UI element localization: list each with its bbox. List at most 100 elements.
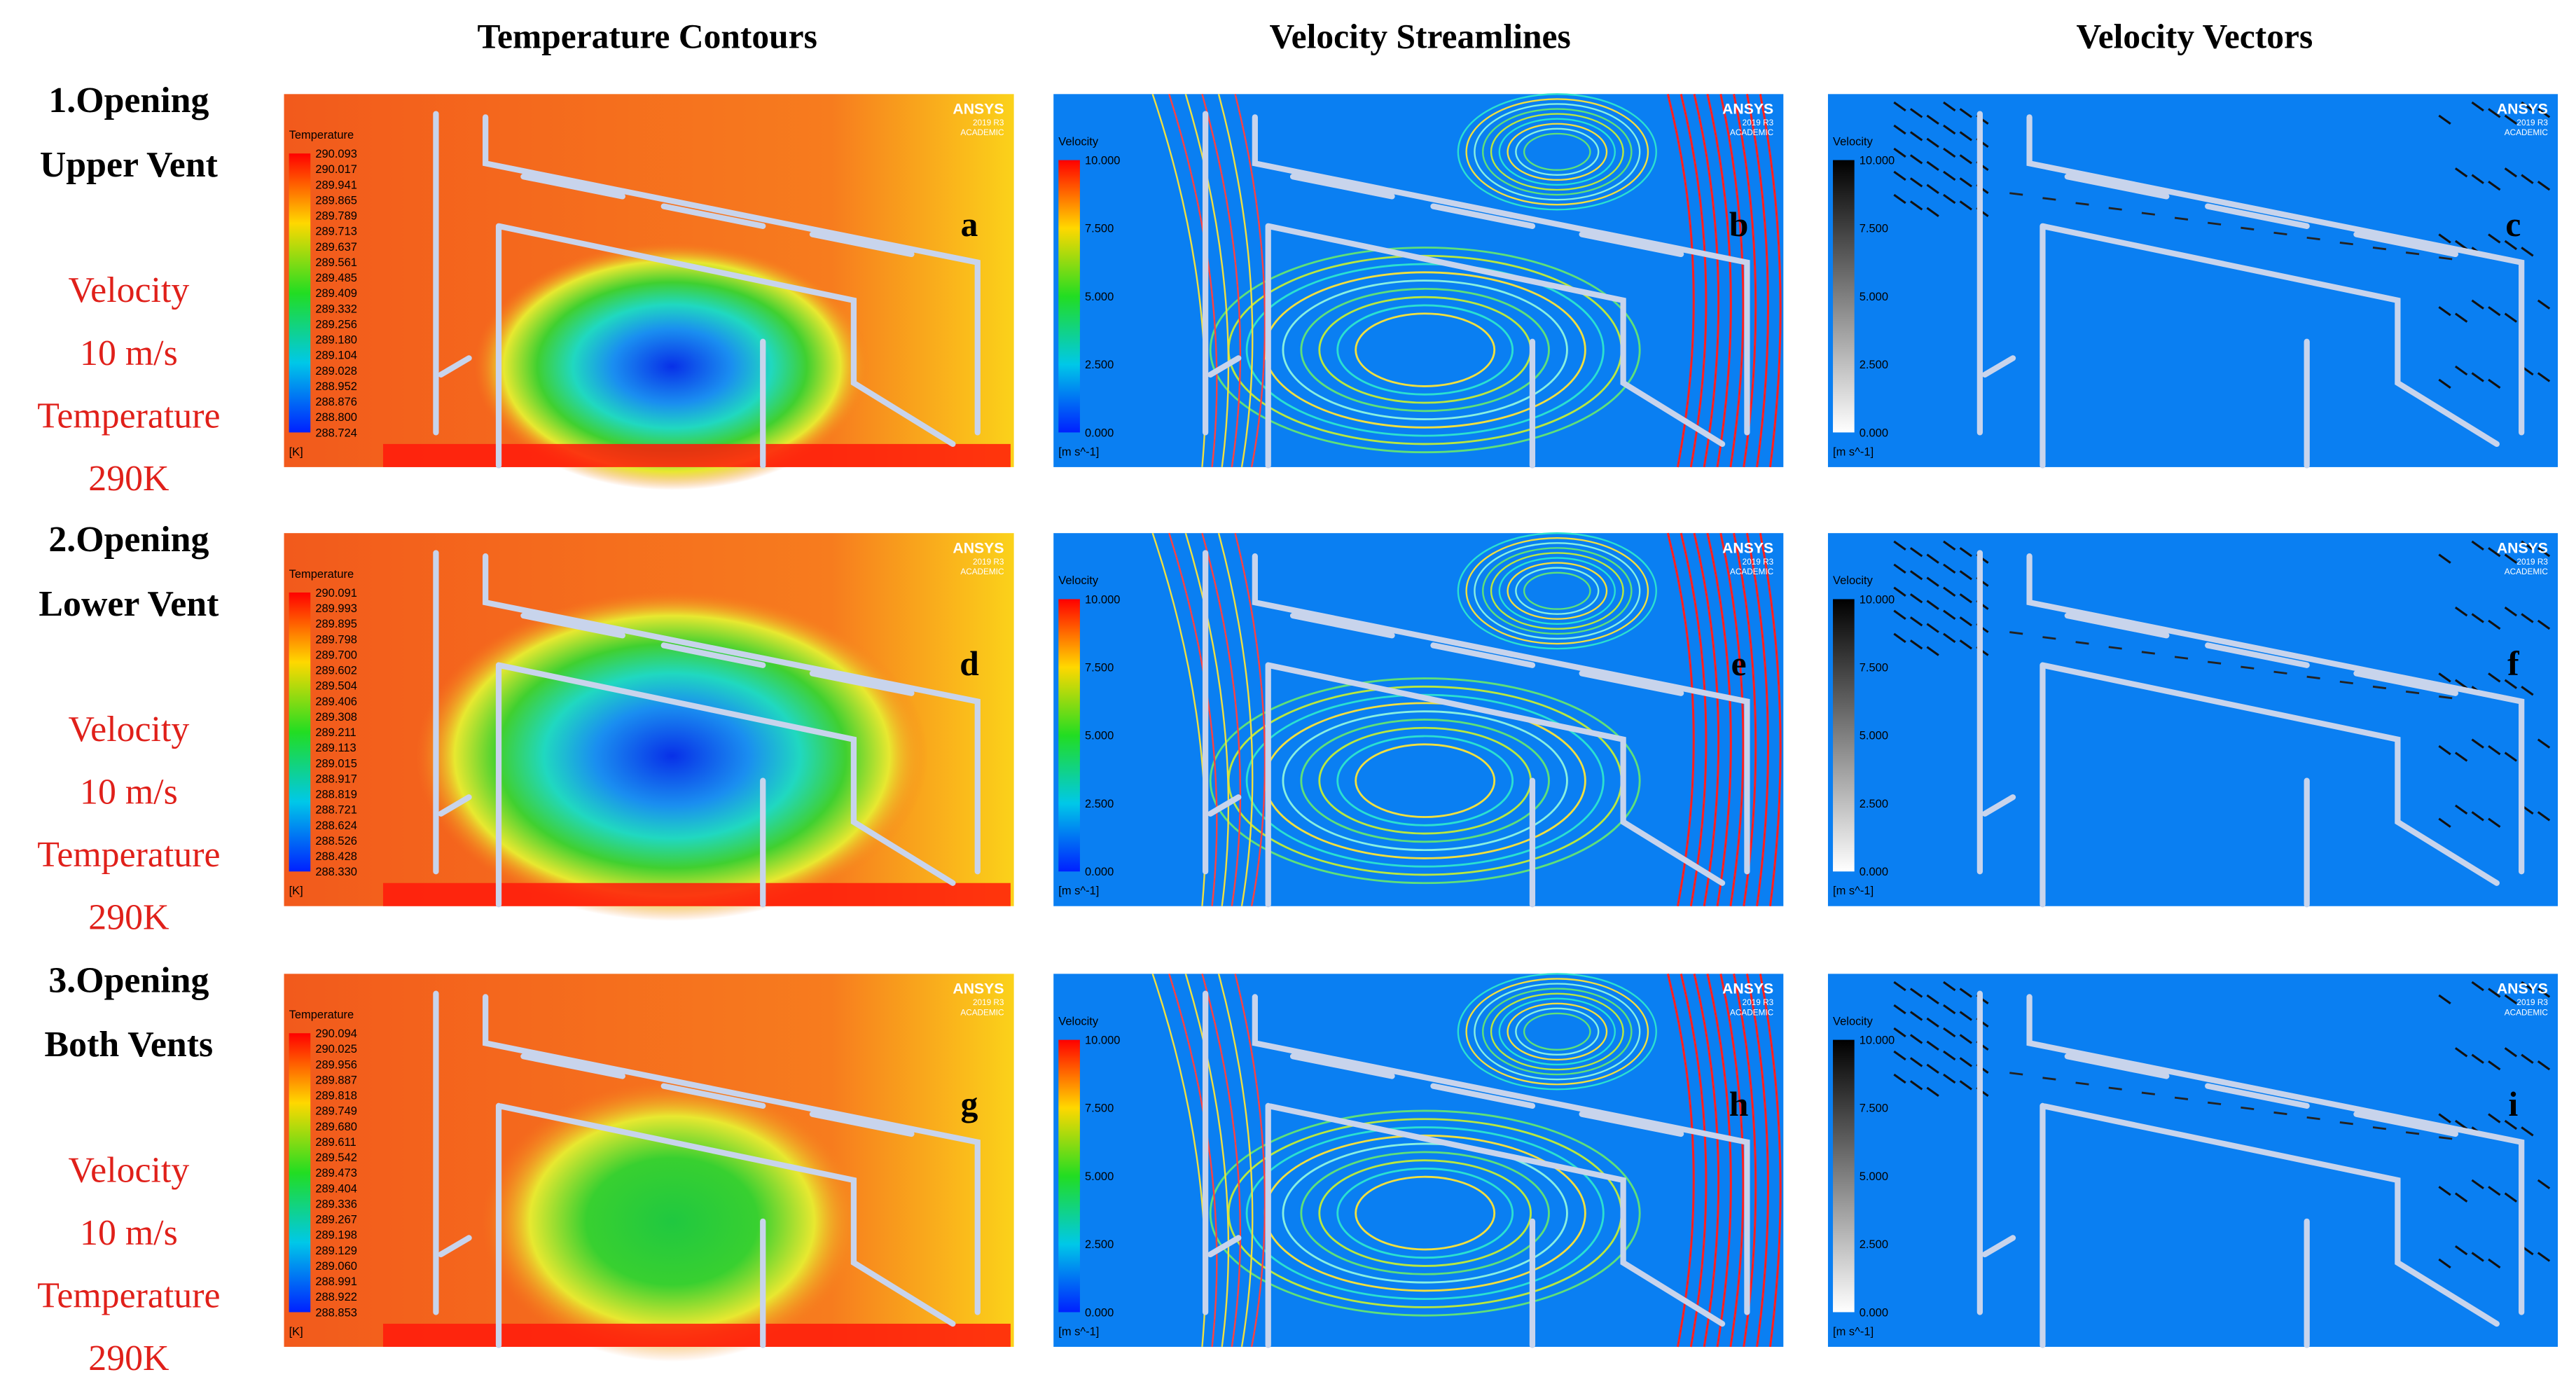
vector-arrow [2504, 167, 2518, 178]
legend-tick: 289.680 [315, 1121, 357, 1133]
vector-arrow [2504, 114, 2518, 125]
building-outline [433, 550, 981, 908]
legend-tick: 10.000 [1085, 154, 1120, 167]
legend-colorbar [1058, 599, 1080, 872]
legend-tick: 288.952 [315, 380, 357, 393]
vector-arrow [1893, 101, 1906, 112]
vector-arrow [1943, 1073, 1956, 1084]
vector-arrow [2454, 752, 2468, 762]
streamline [1465, 98, 1649, 206]
legend-tick: 289.336 [315, 1198, 357, 1210]
building-outline [1976, 111, 2525, 469]
vector-arrow [2488, 745, 2501, 756]
vector-arrow [1943, 193, 1956, 205]
brand-edition: ACADEMIC [960, 128, 1004, 137]
vector-arrow [2174, 216, 2189, 221]
streamline [1719, 974, 1745, 1348]
vector-arrow [1926, 160, 1939, 171]
streamline [1680, 974, 1708, 1348]
vector-arrow [2306, 675, 2320, 679]
vector-arrow [2488, 1113, 2501, 1123]
vector-arrow [1926, 576, 1939, 587]
vector-arrow [2339, 242, 2353, 246]
brand-edition: ACADEMIC [960, 1008, 1004, 1017]
streamline [1245, 1126, 1605, 1301]
legend-tick: 288.800 [315, 411, 357, 424]
streamline [1209, 677, 1641, 885]
streamline [1666, 532, 1695, 907]
streamline [1759, 532, 1782, 906]
vector-arrow [2108, 1086, 2122, 1091]
vector-arrow [2537, 372, 2551, 382]
vector-arrow [1893, 563, 1906, 574]
legend-tick: 2.500 [1085, 1238, 1114, 1251]
vector-arrow [2521, 174, 2534, 184]
legend-tick: 10.000 [1860, 154, 1895, 167]
vector-arrow [2488, 306, 2501, 317]
vector-arrow [2471, 101, 2484, 112]
streamline [1355, 312, 1496, 387]
vector-arrow [2488, 233, 2501, 244]
legend-tick: 288.853 [315, 1306, 357, 1319]
vector-arrow [2504, 1192, 2518, 1203]
legend-tick: 0.000 [1085, 866, 1114, 878]
legend-title: Velocity [1833, 1015, 1874, 1027]
vector-arrow [2488, 547, 2501, 558]
vector-arrow [1943, 147, 1956, 158]
vector-arrow [2488, 672, 2501, 683]
vector-arrow [2504, 994, 2518, 1005]
brand-version: 2019 R3 [2516, 118, 2548, 127]
vector-arrow [2042, 197, 2056, 201]
brand-name: ANSYS [953, 102, 1004, 118]
row-label: 1.Opening [48, 81, 209, 120]
streamline [1217, 94, 1254, 468]
legend-tick: 289.700 [315, 649, 357, 661]
building-outline [433, 111, 981, 469]
streamline [1300, 1151, 1550, 1275]
vector-arrow [2537, 1179, 2551, 1189]
legend-tick: 289.256 [315, 318, 357, 331]
streamline [1680, 532, 1708, 907]
legend-title: Velocity [1058, 574, 1099, 587]
brand-name: ANSYS [2497, 102, 2548, 118]
streamline [1474, 983, 1641, 1081]
brand-version: 2019 R3 [1743, 558, 1774, 567]
vector-arrow [1959, 1057, 1972, 1067]
legend-tick: 288.922 [315, 1291, 357, 1303]
streamline [1490, 552, 1624, 630]
legend-tick: 0.000 [1085, 427, 1114, 439]
legend-tick: 289.887 [315, 1074, 357, 1086]
legend-tick: 288.876 [315, 396, 357, 408]
vector-arrow [1959, 177, 1972, 188]
row-label: 290K [88, 459, 169, 499]
brand-name: ANSYS [1722, 981, 1773, 997]
vector-arrow [1943, 540, 1956, 551]
legend-tick: 10.000 [1860, 1034, 1895, 1047]
vector-arrow [2438, 378, 2451, 389]
streamline [1666, 973, 1695, 1348]
row-label: Temperature [37, 835, 220, 875]
brand-version: 2019 R3 [2516, 558, 2548, 567]
row-label: 290K [88, 1338, 169, 1378]
brand-version: 2019 R3 [973, 998, 1004, 1007]
vector-arrow [1893, 1004, 1906, 1015]
vector-arrow [2306, 236, 2320, 241]
legend-tick: 289.404 [315, 1182, 357, 1195]
streamline [1465, 537, 1649, 645]
legend-tick: 289.409 [315, 287, 357, 300]
streamline [1300, 287, 1550, 413]
legend-tick: 7.500 [1085, 662, 1114, 674]
legend-unit: [m s^-1] [1058, 445, 1099, 458]
legend-tick: 7.500 [1860, 1102, 1888, 1115]
vector-arrow [2009, 1072, 2023, 1076]
streamline [1490, 992, 1624, 1071]
vector-arrow [1909, 1057, 1923, 1067]
legend-tick: 7.500 [1085, 223, 1114, 235]
legend-tick: 2.500 [1860, 798, 1888, 810]
vector-arrow [1943, 170, 1956, 181]
